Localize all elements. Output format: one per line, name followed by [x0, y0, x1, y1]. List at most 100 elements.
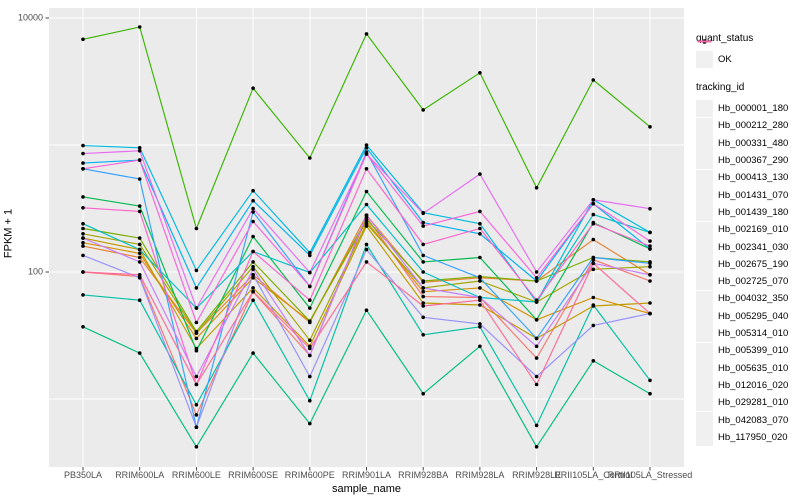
- data-point: [534, 270, 539, 274]
- data-point: [648, 378, 652, 383]
- legend-key-Hb_029281_010: [696, 40, 713, 412]
- legend-item-Hb_005399_010: Hb_005399_010: [696, 40, 800, 360]
- data-point: [137, 204, 142, 208]
- data-point: [308, 306, 312, 310]
- data-point: [251, 210, 255, 214]
- data-point: [251, 219, 255, 224]
- x-tick-label-RRIM901LA: RRIM901LA: [341, 470, 392, 480]
- data-point: [421, 220, 426, 225]
- data-point: [591, 323, 596, 328]
- legend-item-label: Hb_029281_010: [718, 397, 789, 409]
- data-point: [591, 78, 596, 82]
- y-axis-title: FPKM + 1: [2, 208, 15, 259]
- data-point: [81, 253, 85, 258]
- data-point: [478, 322, 482, 326]
- data-point: [81, 221, 85, 226]
- x-tick-label-RRIM600SE: RRIM600SE: [228, 470, 279, 480]
- data-point: [591, 261, 596, 266]
- legend-key-Hb_000413_130: [696, 40, 713, 187]
- legend-key-Hb_005314_010: [696, 40, 713, 343]
- legend-item-Hb_002169_010: Hb_002169_010: [696, 40, 800, 239]
- legend-item-Hb_004032_350: Hb_004032_350: [696, 40, 800, 308]
- data-point: [137, 177, 142, 181]
- legend-item-label: Hb_002341_030: [718, 241, 789, 253]
- data-point: [648, 279, 652, 283]
- data-point: [421, 391, 426, 396]
- legend-key-Hb_001431_070: [696, 40, 713, 204]
- data-point: [194, 425, 199, 430]
- legend-key-Hb_042083_070: [696, 40, 713, 429]
- data-point: [534, 423, 539, 428]
- data-point: [81, 167, 85, 171]
- data-point: [251, 86, 255, 90]
- legend-item-Hb_002725_070: Hb_002725_070: [696, 40, 800, 291]
- data-point: [308, 284, 312, 289]
- legend-key-Hb_117950_020: [696, 40, 713, 447]
- data-point: [137, 251, 142, 256]
- data-point: [534, 374, 539, 379]
- legend-item-Hb_000212_280: Hb_000212_280: [696, 40, 800, 135]
- data-point: [648, 206, 652, 211]
- legend-key-Hb_005399_010: [696, 40, 713, 360]
- x-tick-label-PB350LA: PB350LA: [64, 470, 103, 480]
- data-point: [534, 344, 539, 349]
- data-point: [534, 276, 539, 280]
- legend-item-label: Hb_002725_070: [718, 276, 789, 288]
- data-point: [478, 298, 482, 303]
- data-point: [648, 391, 652, 396]
- legend-item-label: Hb_000367_290: [718, 155, 789, 167]
- legend-key-Hb_002341_030: [696, 40, 713, 256]
- data-point: [478, 325, 482, 329]
- data-point: [421, 315, 426, 320]
- data-point: [81, 195, 85, 199]
- data-point: [194, 306, 199, 310]
- data-point: [251, 249, 255, 254]
- legend-item-label: OK: [718, 53, 732, 65]
- data-point: [421, 304, 426, 308]
- data-point: [308, 298, 312, 303]
- data-point: [534, 382, 539, 387]
- data-point: [194, 445, 199, 449]
- data-point: [591, 221, 596, 226]
- data-point: [534, 336, 539, 341]
- legend-item-quant-ok: OK: [696, 39, 800, 69]
- data-point: [251, 234, 255, 239]
- x-axis-title: sample_name: [331, 483, 402, 495]
- data-point: [534, 356, 539, 360]
- data-point: [591, 359, 596, 363]
- data-point: [364, 146, 369, 150]
- legend-key-Hb_005295_040: [696, 40, 713, 325]
- legend-item-Hb_042083_070: Hb_042083_070: [696, 40, 800, 429]
- data-point: [251, 351, 255, 355]
- data-point: [308, 253, 312, 258]
- data-point: [251, 289, 255, 294]
- x-tick-label-RRIM600PE: RRIM600PE: [284, 470, 335, 480]
- legend-key-Hb_000331_480: [696, 40, 713, 153]
- data-point: [194, 413, 199, 417]
- legend-key-Hb_002725_070: [696, 40, 713, 291]
- legend-item-Hb_117950_020: Hb_117950_020: [696, 40, 800, 447]
- legend-key-Hb_002169_010: [696, 40, 713, 239]
- data-point: [478, 71, 482, 75]
- legend-item-Hb_000367_290: Hb_000367_290: [696, 40, 800, 170]
- data-point: [194, 403, 199, 407]
- data-point: [194, 329, 199, 334]
- data-point: [81, 206, 85, 210]
- data-point: [591, 201, 596, 206]
- data-point: [421, 211, 426, 216]
- x-tick-label-RRII105LA_Control: RRII105LA_Control: [554, 470, 633, 480]
- legend-item-label: Hb_042083_070: [718, 414, 789, 426]
- line-swatch-icon: [697, 40, 712, 43]
- legend-item-label: Hb_002169_010: [718, 224, 789, 236]
- legend-item-Hb_000331_480: Hb_000331_480: [696, 40, 800, 153]
- data-point: [591, 267, 596, 272]
- data-point: [478, 276, 482, 280]
- data-point: [534, 279, 539, 283]
- data-point: [478, 255, 482, 260]
- legend-tracking-items: Hb_000001_180 Hb_000212_280 Hb_000331_480 H…: [696, 40, 800, 447]
- data-point: [478, 232, 482, 236]
- data-point: [591, 237, 596, 242]
- data-point: [251, 198, 255, 203]
- data-point: [648, 244, 652, 248]
- data-point: [534, 318, 539, 322]
